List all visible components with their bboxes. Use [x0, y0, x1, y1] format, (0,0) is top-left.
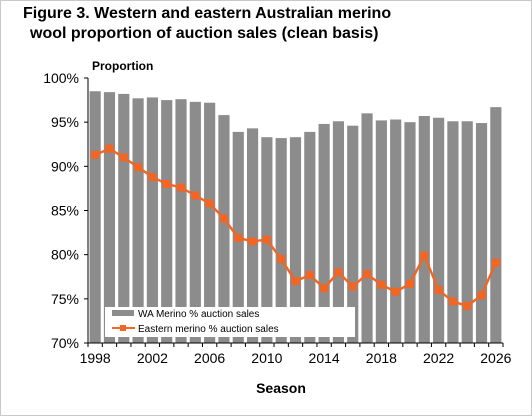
- marker-eastern-2020: [405, 279, 414, 288]
- bar-wa-1999: [103, 92, 116, 343]
- bar-wa-2021: [418, 115, 430, 343]
- y-axis-label: Proportion: [92, 59, 153, 73]
- marker-eastern-2022: [434, 286, 443, 294]
- x-tick-label: 1998: [80, 350, 111, 366]
- bar-wa-2017: [361, 113, 373, 343]
- marker-eastern-2015: [334, 268, 343, 277]
- bar-wa-2018: [375, 120, 387, 344]
- marker-eastern-2010: [262, 235, 271, 244]
- marker-eastern-2001: [134, 163, 143, 172]
- marker-eastern-2009: [248, 237, 257, 246]
- marker-eastern-2026: [491, 258, 500, 267]
- bar-wa-2016: [347, 125, 359, 343]
- marker-eastern-2016: [348, 282, 357, 291]
- y-tick-label: 75%: [51, 291, 79, 307]
- legend: WA Merino % auction sales Eastern merino…: [105, 307, 355, 337]
- marker-eastern-2011: [277, 255, 286, 264]
- bar-wa-2015: [332, 121, 345, 344]
- marker-eastern-2004: [177, 183, 186, 192]
- legend-label-wa: WA Merino % auction sales: [138, 309, 259, 320]
- marker-eastern-2018: [377, 280, 386, 289]
- bar-wa-2026: [490, 107, 502, 344]
- x-tick-label: 2002: [137, 350, 168, 366]
- marker-eastern-1999: [105, 144, 114, 153]
- y-tick-label: 85%: [51, 203, 79, 219]
- y-tick-label: 95%: [51, 114, 79, 130]
- x-axis-label: Season: [256, 380, 306, 396]
- bar-wa-2006: [204, 102, 216, 343]
- bar-wa-2023: [447, 121, 459, 344]
- bar-wa-2000: [118, 93, 130, 344]
- bar-wa-2001: [132, 98, 144, 343]
- legend-label-eastern: Eastern merino % auction sales: [138, 324, 279, 335]
- marker-eastern-2017: [363, 270, 372, 279]
- y-ticks: 70% 75% 80% 85% 90% 95% 100%: [43, 70, 88, 351]
- bar-wa-2002: [146, 97, 158, 343]
- bar-wa-2007: [218, 115, 230, 343]
- marker-eastern-1998: [91, 150, 100, 159]
- bar-wa-2024: [461, 121, 473, 344]
- bar-wa-2005: [189, 101, 201, 343]
- marker-eastern-2006: [205, 199, 214, 208]
- marker-eastern-2024: [463, 301, 472, 310]
- marker-eastern-2023: [448, 297, 457, 306]
- bar-wa-2013: [304, 131, 316, 343]
- bar-wa-2025: [475, 123, 488, 343]
- bar-wa-2012: [289, 137, 302, 343]
- bar-wa-2020: [404, 122, 416, 344]
- wa-bars: [89, 91, 502, 344]
- bar-wa-2014: [318, 123, 330, 343]
- legend-marker-eastern: [120, 325, 126, 331]
- legend-swatch-wa: [112, 310, 134, 316]
- marker-eastern-2002: [148, 172, 157, 181]
- x-tick-label: 2018: [366, 350, 397, 366]
- eastern-line: [91, 144, 500, 310]
- bar-wa-2019: [390, 119, 402, 344]
- bar-wa-2009: [246, 128, 259, 343]
- bar-wa-1998: [89, 91, 101, 343]
- x-tick-label: 2026: [480, 350, 511, 366]
- y-tick-label: 90%: [51, 158, 79, 174]
- x-tick-label: 2022: [423, 350, 454, 366]
- marker-eastern-2014: [320, 284, 329, 293]
- y-tick-label: 100%: [43, 70, 79, 86]
- marker-eastern-2000: [119, 153, 128, 162]
- bar-wa-2011: [275, 138, 287, 343]
- marker-eastern-2003: [162, 180, 171, 188]
- x-ticks: 1998 2002 2006 2010 2014 2018 2022 2026: [80, 343, 512, 366]
- marker-eastern-2005: [191, 191, 200, 200]
- figure-title-line1: Figure 3. Western and eastern Australian…: [23, 5, 392, 22]
- marker-eastern-2025: [477, 291, 486, 300]
- marker-eastern-2021: [420, 251, 429, 260]
- figure-title: Figure 3. Western and eastern Australian…: [23, 4, 523, 44]
- bar-wa-2003: [161, 100, 173, 343]
- x-tick-label: 2010: [251, 350, 282, 366]
- marker-eastern-2013: [305, 270, 314, 279]
- marker-eastern-2012: [291, 277, 300, 286]
- marker-eastern-2007: [219, 214, 228, 223]
- figure-title-line2: wool proportion of auction sales (clean …: [30, 25, 379, 42]
- y-tick-label: 70%: [51, 335, 79, 351]
- legend-box: [105, 307, 355, 337]
- bar-wa-2004: [175, 99, 187, 343]
- marker-eastern-2008: [234, 233, 243, 242]
- x-tick-label: 2006: [194, 350, 225, 366]
- x-tick-label: 2014: [309, 350, 340, 366]
- bar-wa-2022: [433, 117, 445, 343]
- marker-eastern-2019: [391, 287, 400, 296]
- y-tick-label: 80%: [51, 247, 79, 263]
